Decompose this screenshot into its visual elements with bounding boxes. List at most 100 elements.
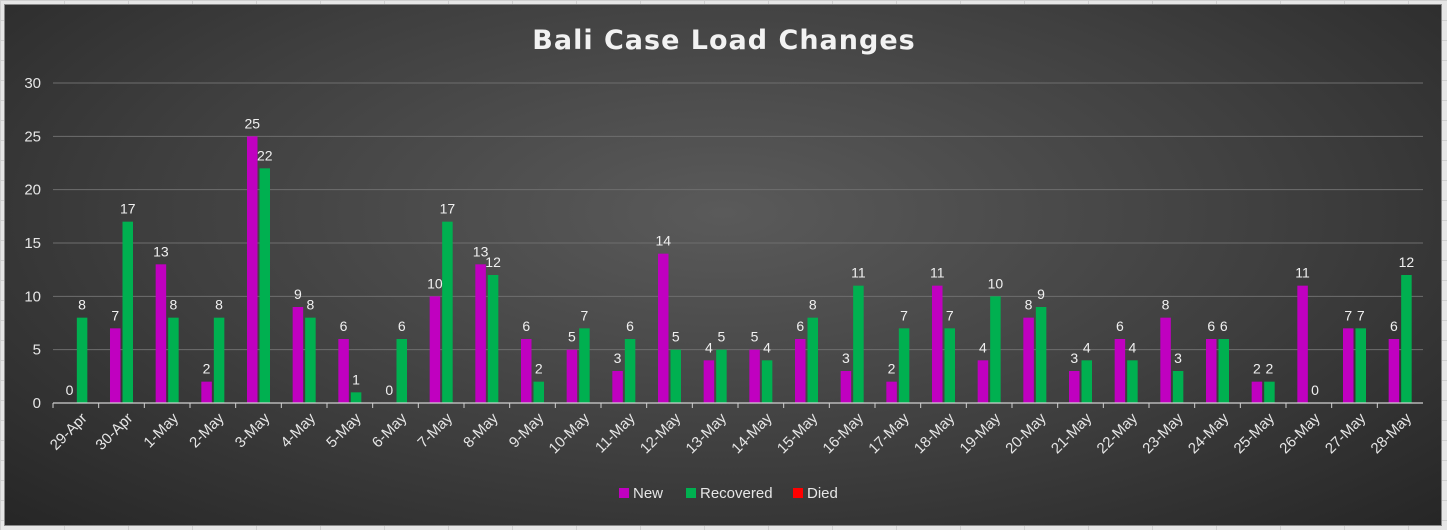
bar-recovered [1035, 307, 1047, 403]
y-tick-label: 5 [33, 342, 41, 359]
data-label-recovered: 7 [900, 307, 908, 323]
x-tick-label: 5-May [323, 409, 365, 451]
x-tick-label: 1-May [140, 409, 182, 451]
data-label-new: 3 [1070, 350, 1078, 366]
data-label-new: 5 [751, 329, 759, 345]
bar-new [521, 339, 532, 403]
data-label-new: 4 [979, 339, 987, 355]
data-label-new: 8 [1162, 297, 1170, 313]
bar-recovered [168, 317, 179, 403]
bar-new [292, 307, 304, 403]
y-tick-label: 10 [24, 288, 41, 305]
bars [76, 136, 1412, 404]
legend-swatch [686, 488, 696, 498]
y-tick-label: 30 [24, 75, 41, 92]
x-tick-label: 24-May [1185, 409, 1233, 457]
x-tick-label: 27-May [1322, 409, 1370, 457]
bar-recovered [807, 317, 818, 403]
data-label-new: 2 [203, 361, 211, 377]
bar-recovered [1264, 381, 1275, 403]
legend-label: New [633, 485, 663, 502]
x-tick-label: 14-May [728, 409, 776, 457]
bar-recovered [259, 168, 270, 403]
bar-recovered [761, 360, 773, 403]
data-label-recovered: 2 [535, 361, 543, 377]
data-label-recovered: 8 [78, 297, 86, 313]
data-label-recovered: 17 [120, 201, 136, 217]
data-label-new: 6 [1390, 318, 1398, 334]
bar-recovered [487, 275, 499, 403]
x-tick-label: 3-May [232, 409, 274, 451]
data-label-recovered: 1 [352, 371, 360, 387]
bar-recovered [1218, 339, 1229, 403]
data-label-recovered: 4 [1129, 339, 1137, 355]
bar-recovered [716, 349, 727, 403]
bar-new [1388, 339, 1400, 403]
data-label-new: 11 [1295, 265, 1310, 281]
bar-recovered [442, 221, 453, 403]
bar-new [1206, 339, 1217, 403]
data-label-new: 6 [522, 318, 530, 334]
data-label-new: 0 [66, 382, 74, 398]
data-label-recovered: 5 [672, 329, 680, 345]
x-tick-label: 9-May [506, 409, 548, 451]
x-tick-label: 16-May [820, 409, 868, 457]
bar-new [1023, 317, 1034, 403]
bar-new [1160, 317, 1171, 403]
data-label-recovered: 17 [440, 201, 456, 217]
data-label-new: 5 [568, 329, 576, 345]
legend-swatch [619, 488, 629, 498]
bar-new [566, 349, 578, 403]
bar-recovered [213, 317, 225, 403]
bar-recovered [1081, 360, 1092, 403]
x-tick-label: 4-May [277, 409, 319, 451]
x-tick-label: 19-May [957, 409, 1005, 457]
x-tick-label: 17-May [865, 409, 913, 457]
x-tick-label: 22-May [1094, 409, 1142, 457]
bar-new [977, 360, 989, 403]
bar-new [1297, 285, 1308, 403]
x-tick-label: 18-May [911, 409, 959, 457]
data-label-recovered: 12 [485, 254, 501, 270]
bar-new [932, 285, 943, 403]
data-label-new: 13 [153, 243, 169, 259]
bar-new [1343, 328, 1354, 403]
bar-new [201, 381, 212, 403]
bar-new [840, 371, 852, 403]
bar-new [749, 349, 760, 403]
data-label-new: 8 [1025, 297, 1033, 313]
x-tick-label: 13-May [683, 409, 731, 457]
data-label-recovered: 0 [1311, 382, 1319, 398]
bar-recovered [1355, 328, 1366, 403]
data-label-new: 6 [796, 318, 804, 334]
bar-new [155, 264, 167, 403]
data-label-new: 3 [842, 350, 850, 366]
bar-recovered [1172, 371, 1184, 403]
bar-new [247, 136, 258, 404]
data-label-recovered: 6 [398, 318, 406, 334]
bar-recovered [1401, 275, 1412, 403]
data-label-new: 13 [473, 243, 489, 259]
chart-area: Bali Case Load Changes 0 8 7 17 13 8 2 8 25 22 9 8 6… [4, 4, 1442, 526]
data-label-recovered: 12 [1399, 254, 1415, 270]
bar-chart: Bali Case Load Changes 08717138282522986… [24, 25, 1423, 502]
bar-recovered [122, 221, 133, 403]
x-tick-label: 28-May [1368, 409, 1416, 457]
y-tick-label: 15 [24, 235, 41, 252]
bar-new [475, 264, 486, 403]
x-tick-label: 10-May [546, 409, 594, 457]
x-tick-label: 11-May [592, 409, 639, 456]
data-label-new: 2 [1253, 361, 1261, 377]
bar-new [658, 253, 669, 403]
bar-recovered [533, 381, 544, 403]
bar-new [886, 381, 897, 403]
data-label-recovered: 22 [257, 147, 273, 163]
data-label-recovered: 5 [718, 329, 726, 345]
data-label-new: 7 [1344, 307, 1352, 323]
bar-new [703, 360, 715, 403]
data-label-new: 25 [244, 115, 260, 131]
bar-recovered [76, 317, 88, 403]
data-label-recovered: 2 [1266, 361, 1274, 377]
bar-recovered [670, 349, 681, 403]
